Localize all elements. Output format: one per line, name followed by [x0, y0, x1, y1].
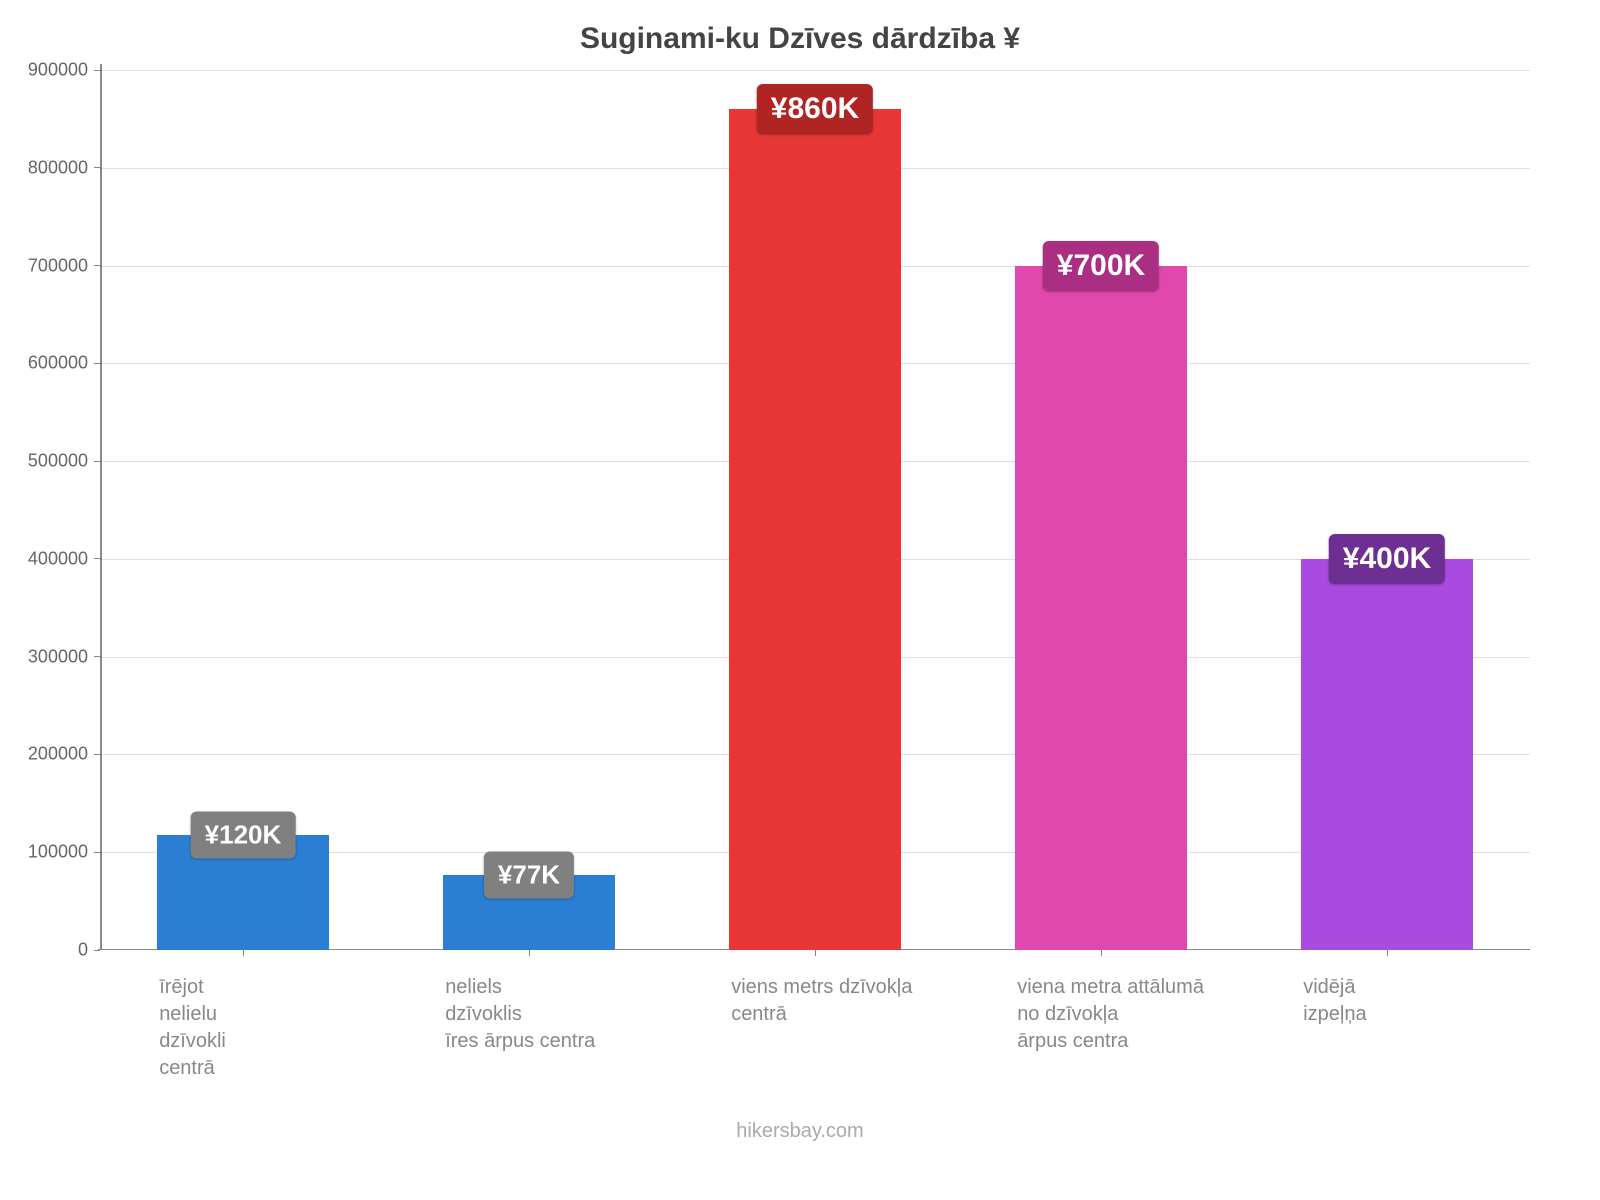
y-tick-label: 700000	[28, 255, 100, 276]
bar: ¥400K	[1301, 559, 1473, 950]
value-badge: ¥860K	[757, 84, 873, 134]
plot-area: 0100000200000300000400000500000600000700…	[100, 70, 1530, 950]
x-tick-mark	[1101, 950, 1102, 956]
x-tick-mark	[529, 950, 530, 956]
x-tick-mark	[815, 950, 816, 956]
x-tick-mark	[243, 950, 244, 956]
chart-title: Suginami-ku Dzīves dārdzība ¥	[0, 22, 1600, 56]
cost-of-living-chart: Suginami-ku Dzīves dārdzība ¥ 0100000200…	[0, 0, 1600, 1200]
bar: ¥860K	[729, 109, 901, 950]
x-tick-mark	[1387, 950, 1388, 956]
value-badge: ¥700K	[1043, 241, 1159, 291]
y-tick-label: 400000	[28, 548, 100, 569]
x-axis-label: vidējā izpeļņa	[1303, 974, 1366, 1028]
x-axis-label: viens metrs dzīvokļa centrā	[731, 974, 912, 1028]
y-tick-label: 600000	[28, 353, 100, 374]
x-axis-label: viena metra attālumā no dzīvokļa ārpus c…	[1017, 974, 1204, 1055]
y-tick-label: 200000	[28, 744, 100, 765]
y-tick-label: 800000	[28, 157, 100, 178]
value-badge: ¥77K	[484, 851, 574, 898]
y-tick-label: 100000	[28, 842, 100, 863]
x-axis-label: īrējot nelielu dzīvokli centrā	[159, 974, 226, 1082]
bars-layer: ¥120K ¥77K ¥860K ¥700K ¥400K	[100, 70, 1530, 950]
bar: ¥77K	[443, 875, 615, 950]
chart-footer: hikersbay.com	[0, 1120, 1600, 1143]
y-tick-label: 300000	[28, 646, 100, 667]
bar: ¥700K	[1015, 266, 1187, 950]
bar: ¥120K	[157, 835, 329, 950]
x-axis-label: neliels dzīvoklis īres ārpus centra	[445, 974, 595, 1055]
y-tick-label: 500000	[28, 451, 100, 472]
value-badge: ¥120K	[191, 811, 296, 858]
value-badge: ¥400K	[1329, 534, 1445, 584]
y-tick-label: 900000	[28, 60, 100, 81]
